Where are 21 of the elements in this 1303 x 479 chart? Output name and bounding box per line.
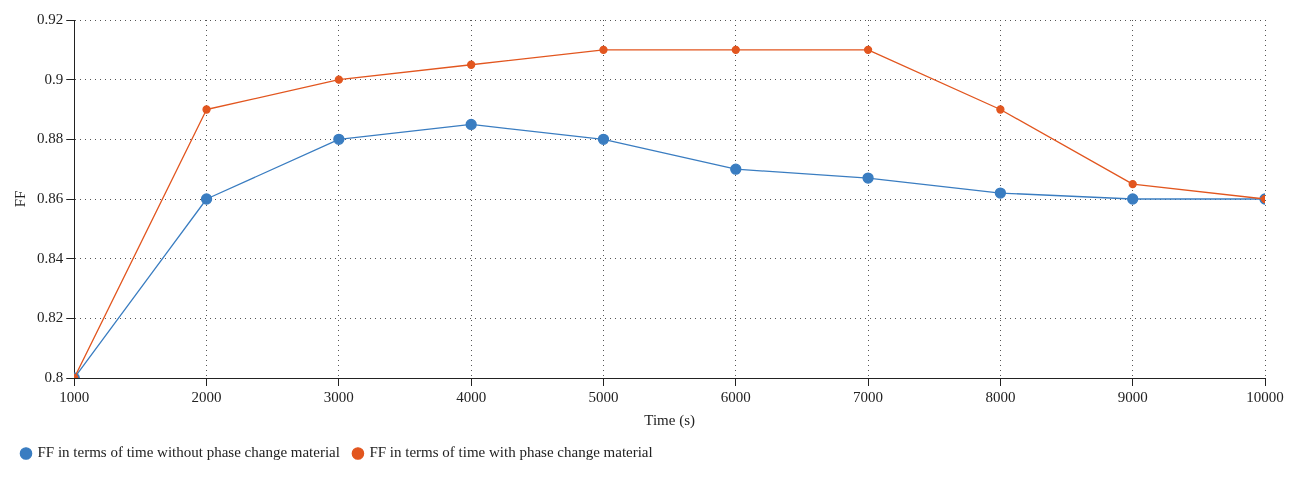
y-tick-label: 0.8 bbox=[44, 368, 64, 385]
x-tick-label: 1000 bbox=[59, 388, 90, 405]
y-tick-label: 0.84 bbox=[37, 249, 64, 266]
x-tick-label: 10000 bbox=[1246, 388, 1284, 405]
x-tick-label: 8000 bbox=[985, 388, 1016, 405]
x-tick-label: 2000 bbox=[191, 388, 222, 405]
x-tick-label: 6000 bbox=[720, 388, 751, 405]
y-axis-title: FF bbox=[11, 190, 28, 208]
x-tick-label: 3000 bbox=[323, 388, 354, 405]
y-tick-label: 0.86 bbox=[37, 189, 64, 206]
y-tick-label: 0.88 bbox=[37, 130, 64, 147]
x-tick-label: 7000 bbox=[853, 388, 884, 405]
x-tick-label: 9000 bbox=[1117, 388, 1148, 405]
y-tick-label: 0.92 bbox=[37, 10, 64, 27]
y-tick-label: 0.82 bbox=[37, 309, 64, 326]
x-tick-label: 4000 bbox=[456, 388, 487, 405]
legend-label: FF in terms of time with phase change material bbox=[369, 444, 653, 461]
x-axis-title: Time (s) bbox=[644, 411, 695, 429]
y-tick-label: 0.9 bbox=[44, 70, 64, 87]
x-tick-label: 5000 bbox=[588, 388, 619, 405]
legend-label: FF in terms of time without phase change material bbox=[37, 444, 340, 461]
